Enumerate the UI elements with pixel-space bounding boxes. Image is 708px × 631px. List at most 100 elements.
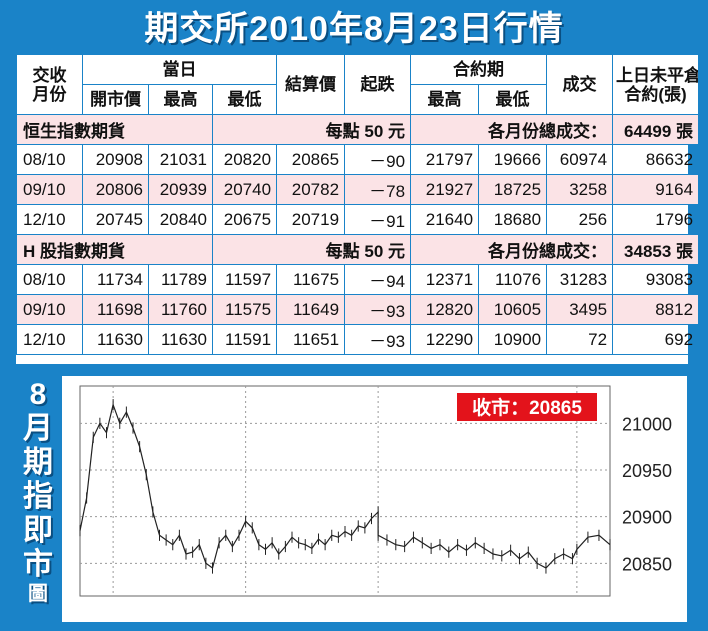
table-row: 09/10 11698 11760 11575 11649 －93 12820 10605 34… — [16, 294, 700, 325]
cell-settle: 11649 — [276, 294, 346, 325]
cell-change: －78 — [344, 174, 412, 205]
cell-high: 20840 — [148, 204, 213, 235]
side-label-char: 8 — [29, 378, 47, 411]
cell-volume: 72 — [546, 324, 614, 355]
quotes-table-body: 交收 月份 當日 結算價 起跌 合約期 成交 上日未平倉 合約(張) 開市價 最高 … — [16, 54, 700, 355]
side-label-char: 月 — [23, 412, 53, 445]
cell-month: 12/10 — [16, 204, 83, 235]
cell-change: －93 — [344, 324, 412, 355]
table-row: 08/10 20908 21031 20820 20865 －90 21797 19666 60… — [16, 144, 700, 175]
section-total: 64499 張 — [612, 114, 700, 145]
header-open: 開市價 — [82, 84, 149, 115]
cell-open: 11734 — [82, 264, 149, 295]
header-volume: 成交 — [546, 54, 614, 115]
cell-low: 20740 — [211, 174, 278, 205]
chart-panel: 21000 20950 20900 20850 10:00 11:00 14:30 16:00… — [62, 376, 687, 622]
section-unit: 每點 50 元 — [211, 114, 412, 145]
section-total-label: 各月份總成交： — [410, 234, 614, 265]
header-high: 最高 — [148, 84, 213, 115]
cell-c-high: 21640 — [410, 204, 480, 235]
section-header-row: H 股指數期貨 每點 50 元各月份總成交： 34853 張 — [16, 234, 700, 265]
header-contract-group: 合約期 — [410, 54, 548, 85]
side-label-char: 即 — [23, 514, 53, 547]
cell-high: 11630 — [148, 324, 213, 355]
cell-oi: 692 — [612, 324, 700, 355]
cell-low: 20675 — [211, 204, 278, 235]
x-tick-label: 14:30 — [357, 601, 400, 620]
cell-c-high: 12820 — [410, 294, 480, 325]
header-settle: 結算價 — [276, 54, 346, 115]
cell-high: 11789 — [148, 264, 213, 295]
y-tick-label: 21000 — [622, 414, 672, 434]
cell-open: 20806 — [82, 174, 149, 205]
cell-volume: 31283 — [546, 264, 614, 295]
header-contract-high: 最高 — [410, 84, 480, 115]
cell-c-low: 11076 — [478, 264, 548, 295]
x-tick-label: 16:00 — [556, 601, 599, 620]
cell-volume: 3495 — [546, 294, 614, 325]
cell-open: 11698 — [82, 294, 149, 325]
x-tick-label: 10:00 — [92, 601, 135, 620]
cell-open: 20908 — [82, 144, 149, 175]
close-label: 收市：20865 — [472, 396, 582, 419]
x-tick-label: 11:00 — [225, 601, 266, 620]
section-total-label: 各月份總成交： — [410, 114, 614, 145]
cell-volume: 256 — [546, 204, 614, 235]
cell-low: 11597 — [211, 264, 278, 295]
cell-month: 12/10 — [16, 324, 83, 355]
cell-oi: 8812 — [612, 294, 700, 325]
cell-high: 20939 — [148, 174, 213, 205]
table-row: 09/10 20806 20939 20740 20782 －78 21927 18725 32… — [16, 174, 700, 205]
cell-oi: 93083 — [612, 264, 700, 295]
cell-settle: 20719 — [276, 204, 346, 235]
cell-c-high: 21797 — [410, 144, 480, 175]
header-open-interest: 上日未平倉 合約(張) — [612, 54, 700, 115]
cell-open: 11630 — [82, 324, 149, 355]
cell-c-low: 19666 — [478, 144, 548, 175]
cell-oi: 1796 — [612, 204, 700, 235]
cell-c-high: 12371 — [410, 264, 480, 295]
quotes-table-wrap: 交收 月份 當日 結算價 起跌 合約期 成交 上日未平倉 合約(張) 開市價 最高 … — [16, 54, 700, 364]
y-tick-label: 20900 — [622, 508, 672, 528]
quotes-table: 交收 月份 當日 結算價 起跌 合約期 成交 上日未平倉 合約(張) 開市價 最高 … — [16, 54, 700, 355]
header-change: 起跌 — [344, 54, 412, 115]
cell-c-low: 18680 — [478, 204, 548, 235]
side-label-char: 期 — [23, 446, 53, 479]
side-label-char: 圖 — [28, 583, 48, 605]
intraday-chart: 21000 20950 20900 20850 10:00 11:00 14:30 16:00… — [79, 385, 672, 620]
cell-change: －93 — [344, 294, 412, 325]
side-label-char: 市 — [23, 548, 53, 581]
cell-c-low: 10605 — [478, 294, 548, 325]
cell-change: －91 — [344, 204, 412, 235]
cell-high: 21031 — [148, 144, 213, 175]
cell-oi: 86632 — [612, 144, 700, 175]
cell-settle: 11651 — [276, 324, 346, 355]
cell-c-high: 21927 — [410, 174, 480, 205]
header-low: 最低 — [211, 84, 278, 115]
cell-month: 09/10 — [16, 174, 83, 205]
cell-low: 11591 — [211, 324, 278, 355]
section-name: H 股指數期貨 — [16, 234, 213, 265]
section-header-row: 恒生指數期貨 每點 50 元各月份總成交： 64499 張 — [16, 114, 700, 145]
cell-settle: 11675 — [276, 264, 346, 295]
side-label-char: 指 — [23, 480, 53, 513]
cell-high: 11760 — [148, 294, 213, 325]
cell-month: 09/10 — [16, 294, 83, 325]
cell-volume: 3258 — [546, 174, 614, 205]
y-tick-label: 20850 — [622, 554, 672, 574]
header-month: 交收 月份 — [16, 54, 83, 115]
cell-oi: 9164 — [612, 174, 700, 205]
cell-settle: 20865 — [276, 144, 346, 175]
header-contract-low: 最低 — [478, 84, 548, 115]
table-row: 08/10 11734 11789 11597 11675 －94 12371 11076 31… — [16, 264, 700, 295]
header-day-group: 當日 — [81, 54, 278, 85]
section-total: 34853 張 — [612, 234, 700, 265]
cell-open: 20745 — [82, 204, 149, 235]
cell-low: 11575 — [211, 294, 278, 325]
y-tick-label: 20950 — [622, 461, 672, 481]
cell-low: 20820 — [211, 144, 278, 175]
cell-settle: 20782 — [276, 174, 346, 205]
cell-month: 08/10 — [16, 144, 83, 175]
cell-month: 08/10 — [16, 264, 83, 295]
